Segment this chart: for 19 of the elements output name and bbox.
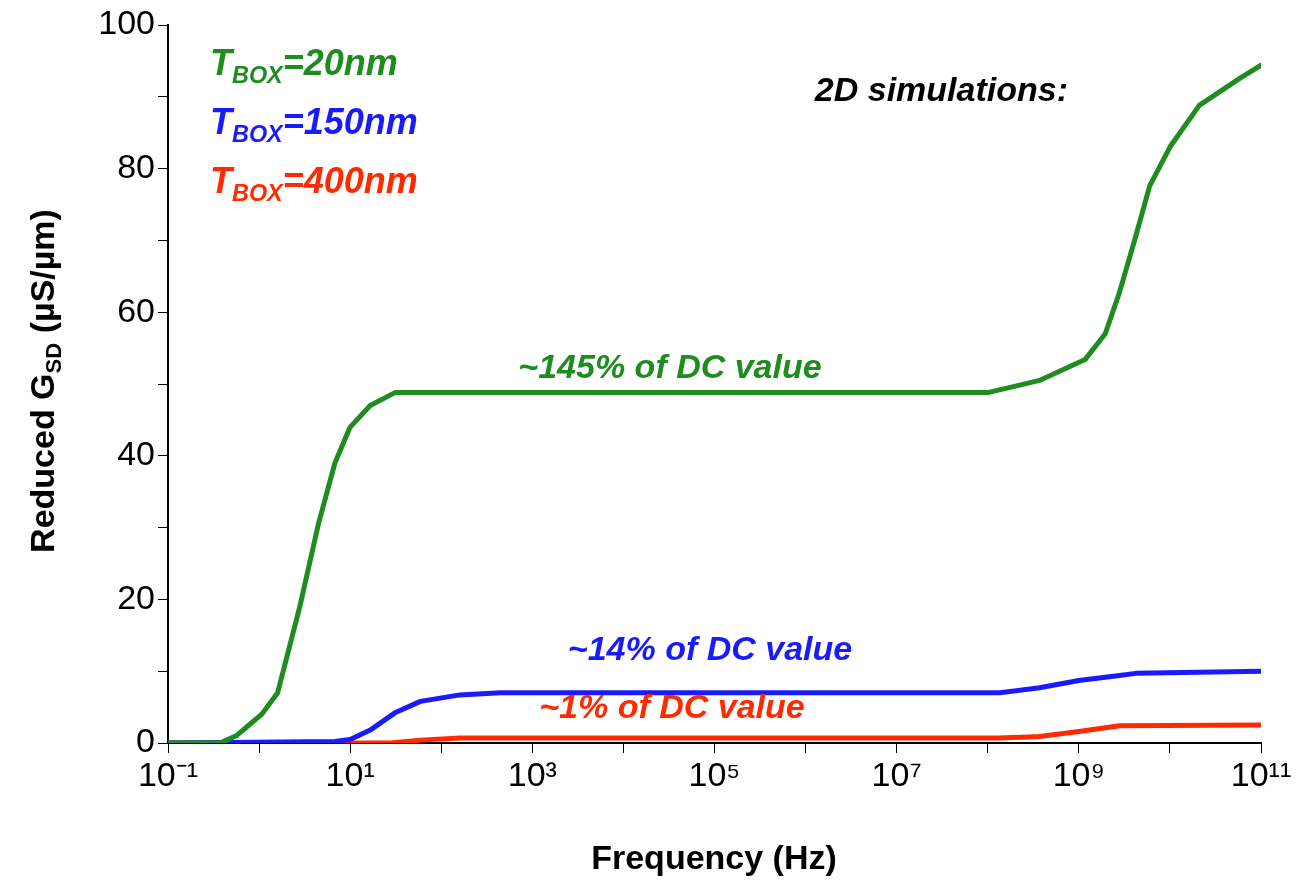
y-tick-label: 40	[117, 434, 155, 473]
y-tick-label: 100	[98, 3, 155, 42]
x-tick-label: 10⁵	[688, 754, 741, 793]
annotation: ~1% of DC value	[539, 687, 805, 726]
text: T$_{BOX}$=150nm	[210, 101, 418, 149]
x-tick-label: 10¹	[325, 754, 375, 793]
x-tick-label: 10¹¹	[1230, 754, 1292, 793]
text: 2D simulations:	[814, 70, 1068, 109]
x-axis-title: Frequency (Hz)	[591, 838, 837, 877]
text: T$_{BOX}$=400nm	[210, 160, 418, 208]
x-tick-label: 10⁹	[1052, 754, 1106, 793]
y-tick-label: 80	[117, 146, 155, 185]
y-tick-label: 20	[117, 577, 155, 616]
text: T$_{BOX}$=20nm	[210, 42, 399, 90]
y-tick-label: 60	[117, 290, 155, 329]
annotation: ~14% of DC value	[567, 629, 853, 668]
x-tick-label: 10³	[507, 754, 557, 793]
annotation: ~145% of DC value	[518, 347, 822, 386]
x-tick-label: 10⁷	[871, 754, 922, 793]
